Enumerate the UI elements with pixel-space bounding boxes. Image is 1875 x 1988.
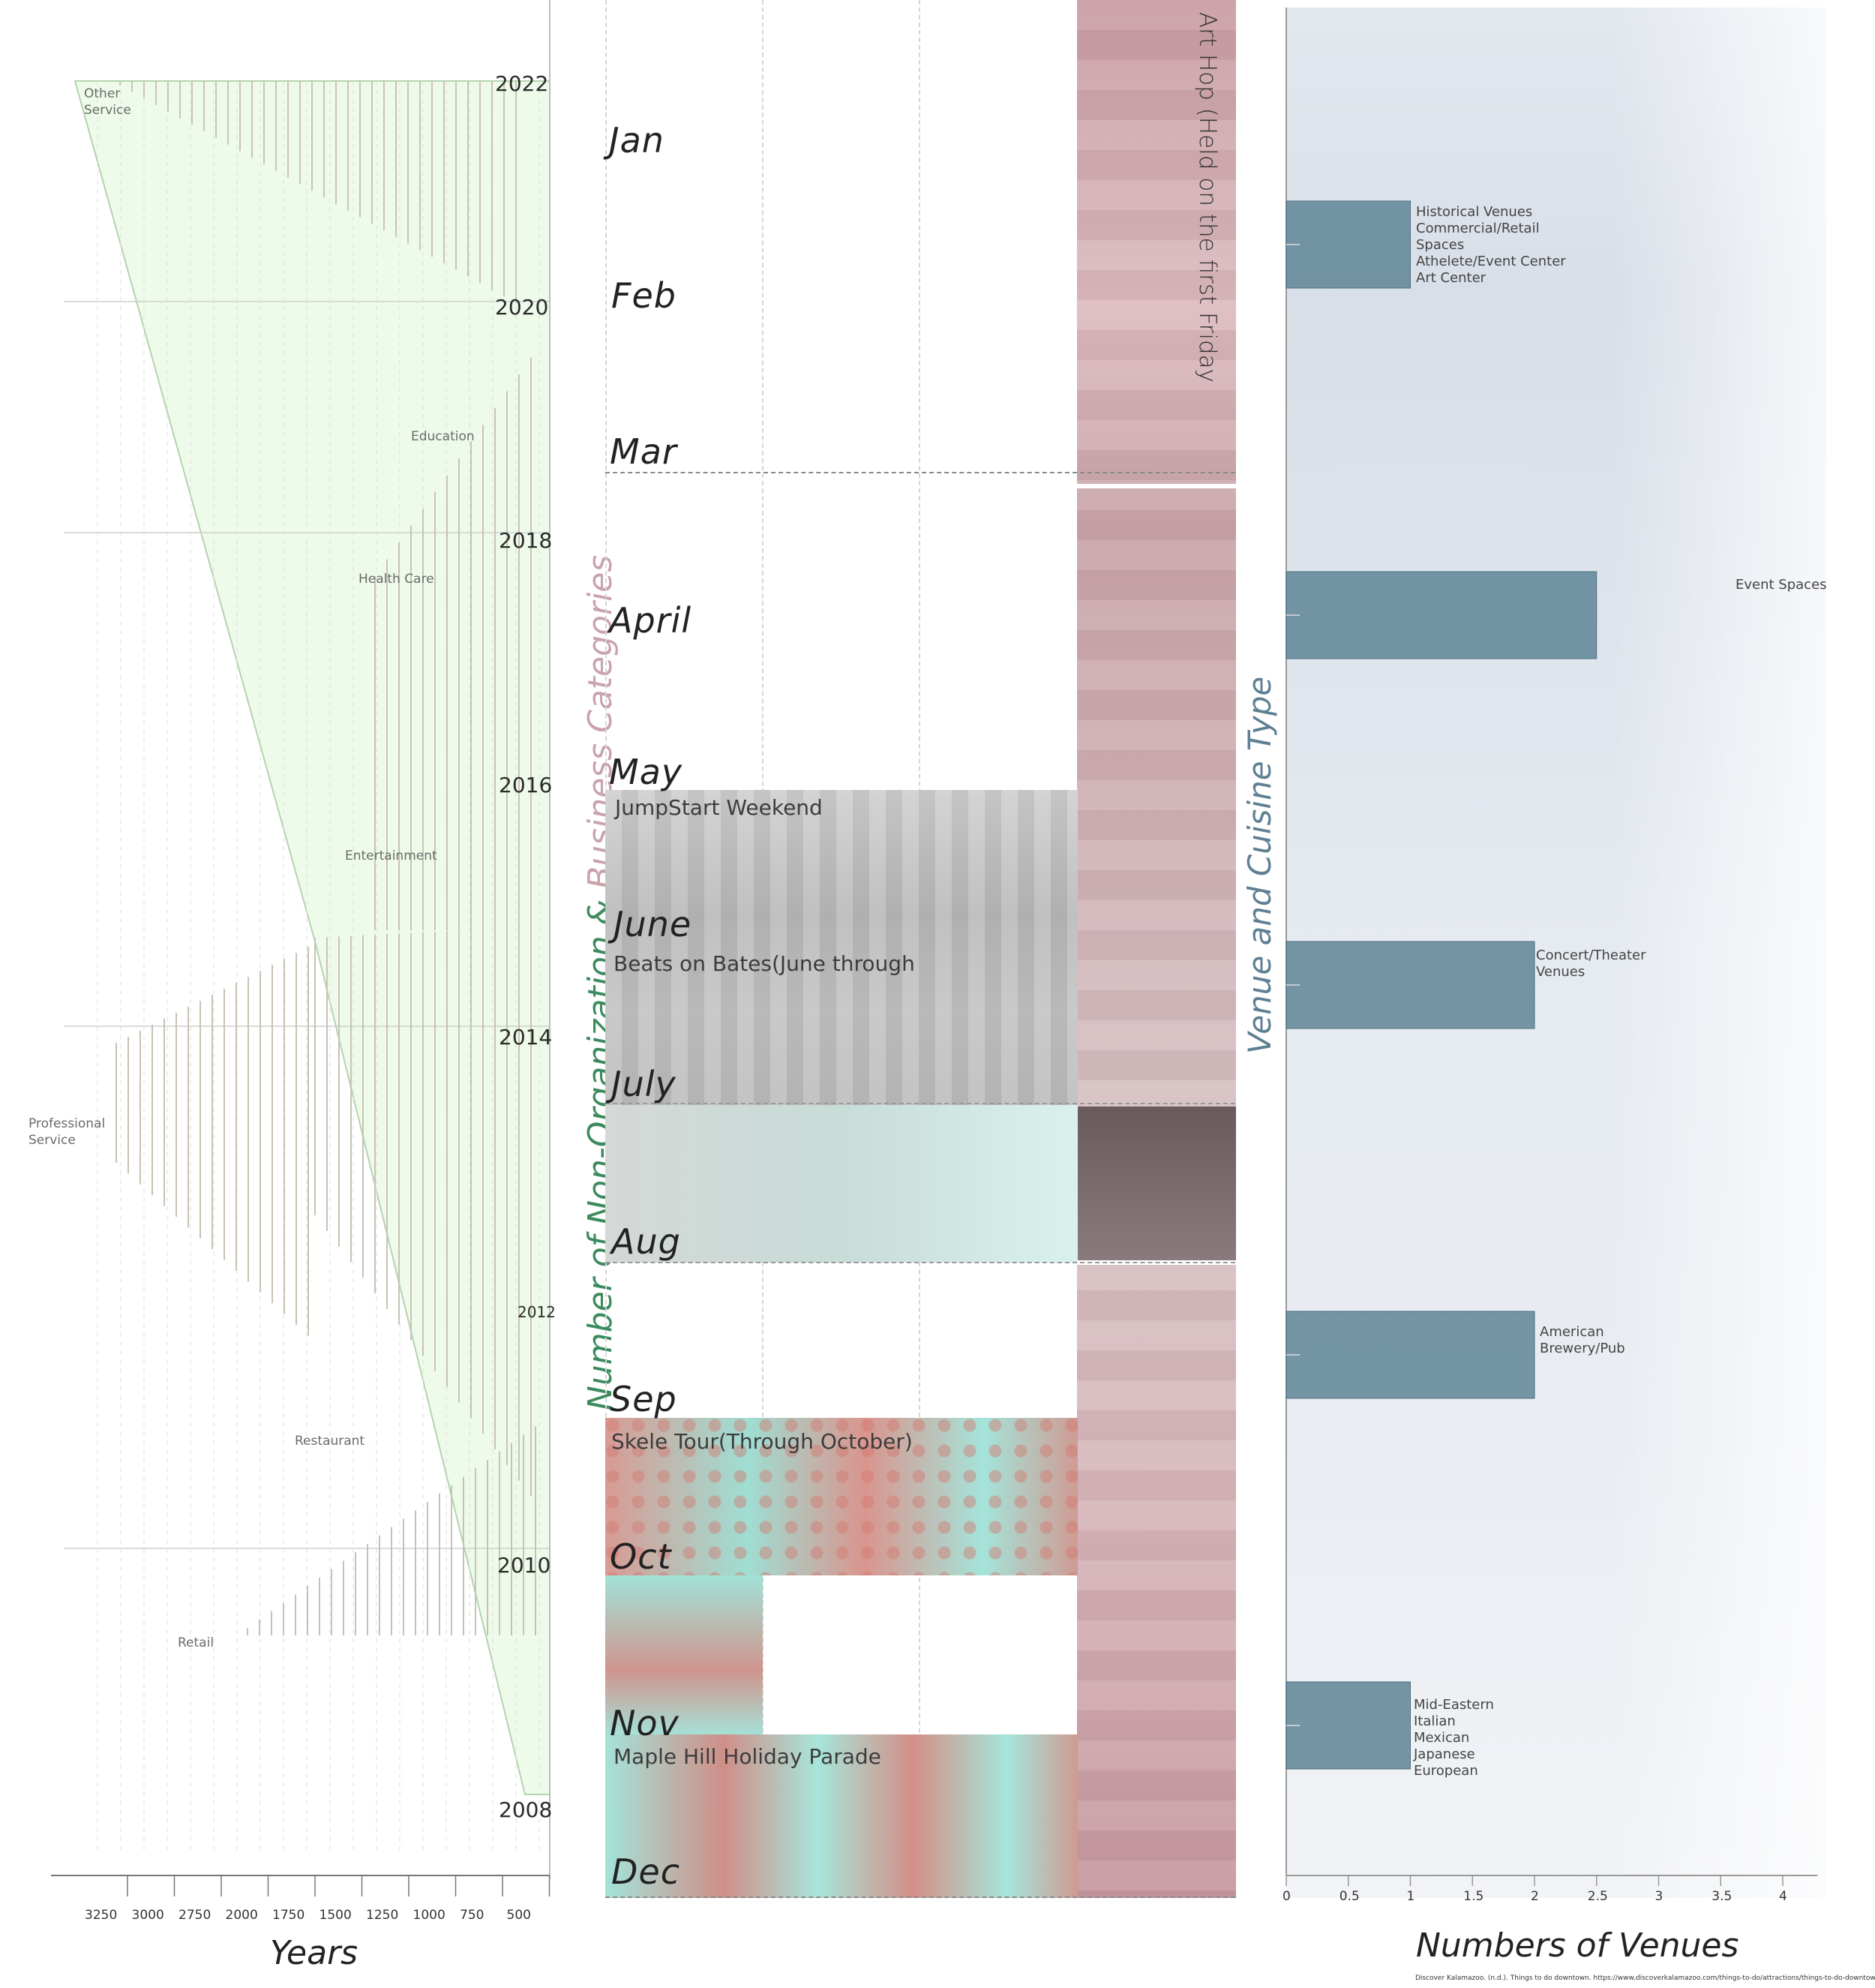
category-label-entertainment: Entertainment: [345, 848, 437, 863]
category-label-restaurant: Restaurant: [295, 1434, 365, 1449]
venue-x-tick-label: 3.5: [1712, 1889, 1732, 1904]
category-label-education: Education: [411, 429, 475, 444]
bar-label-american: American Brewery/Pub: [1540, 1324, 1625, 1356]
photo-fade: [1612, 8, 1875, 1898]
event-skele-label: Skele Tour(Through October): [611, 1429, 913, 1454]
year-label-2012: 2012: [518, 1303, 556, 1321]
x-tick-label: 3000: [131, 1908, 164, 1923]
bar-label-cuisine: Mid-Eastern Italian Mexican Japanese Europea…: [1414, 1697, 1494, 1779]
skele-tour-photo-texture: [605, 1418, 1078, 1575]
month-jan: Jan: [609, 120, 664, 161]
venue-x-tick-label: 2.5: [1587, 1889, 1608, 1904]
jumpstart-photo-texture: [605, 790, 1078, 1105]
month-aug: Aug: [611, 1221, 681, 1262]
venue-x-tick-label: 2: [1531, 1889, 1539, 1904]
nov-event-band: [605, 1575, 763, 1734]
month-may: May: [609, 752, 683, 792]
event-beats-label: Beats on Bates(June through: [614, 951, 915, 976]
category-label-professional-service: Professional Service: [28, 1116, 106, 1148]
x-axis-title-years: Years: [270, 1934, 358, 1972]
month-july: July: [611, 1064, 676, 1104]
x-tick-label: 1500: [319, 1908, 352, 1923]
stream-area-fill: [74, 80, 550, 1795]
separator-mar: [605, 472, 1235, 473]
month-oct: Oct: [610, 1536, 672, 1577]
x-tick-label: 1000: [412, 1908, 446, 1923]
venue-bar: [1286, 1311, 1535, 1399]
venue-chart-title: Venue and Cuisine Type: [1241, 676, 1278, 1054]
month-june: June: [614, 904, 692, 944]
aug-event-band: [605, 1105, 1078, 1263]
x-tick-label: 750: [460, 1908, 484, 1923]
year-label-2022: 2022: [495, 71, 549, 96]
art-hop-photo-texture: [1077, 0, 1236, 1898]
venue-x-axis-title: Numbers of Venues: [1416, 1926, 1739, 1965]
year-label-2008: 2008: [499, 1797, 553, 1822]
separator-july: [605, 1103, 1235, 1104]
category-label-other-service: Other Service: [84, 86, 131, 118]
bar-label-event-spaces: Event Spaces: [1736, 577, 1827, 593]
venue-x-tick-label: 1: [1406, 1889, 1415, 1904]
venue-bar-chart: [1286, 8, 1818, 1886]
venue-x-tick-label: 1.5: [1463, 1889, 1484, 1904]
venue-bar: [1286, 1681, 1411, 1770]
art-hop-event-band: [1077, 0, 1236, 1898]
year-label-2018: 2018: [499, 528, 553, 553]
x-tick-label: 2750: [178, 1908, 212, 1923]
x-tick-label: 1250: [366, 1908, 399, 1923]
category-label-retail: Retail: [178, 1635, 214, 1650]
venue-x-tick-label: 3: [1654, 1889, 1664, 1904]
x-tick-label: 2000: [225, 1908, 258, 1923]
month-dec: Dec: [611, 1851, 681, 1892]
month-nov: Nov: [610, 1703, 680, 1743]
event-jumpstart-label: JumpStart Weekend: [615, 795, 823, 820]
year-label-2010: 2010: [497, 1553, 551, 1578]
venue-x-tick-label: 0: [1282, 1889, 1291, 1904]
art-hop-gap: [1077, 484, 1236, 488]
separator-aug: [605, 1262, 1235, 1263]
year-label-2014: 2014: [499, 1025, 553, 1050]
venue-bar: [1286, 571, 1598, 659]
bar-label-historical: Historical Venues Commercial/Retail Spaces…: [1416, 204, 1566, 286]
skele-tour-event-band: [605, 1418, 1078, 1575]
separator-dec: [605, 1896, 1235, 1898]
month-april: April: [609, 600, 692, 641]
venue-bar: [1286, 941, 1535, 1029]
stream-area-chart: [51, 0, 550, 1896]
month-mar: Mar: [610, 431, 677, 472]
month-sep: Sep: [610, 1379, 677, 1419]
bar-label-concert: Concert/Theater Venues: [1536, 947, 1646, 980]
jumpstart-event-band: [605, 790, 1078, 1105]
venue-bar: [1286, 200, 1411, 289]
year-label-2016: 2016: [499, 773, 553, 797]
venue-x-tick-label: 4: [1779, 1889, 1787, 1904]
year-label-2020: 2020: [495, 295, 549, 320]
event-maple-label: Maple Hill Holiday Parade: [614, 1744, 881, 1769]
month-feb: Feb: [611, 275, 676, 316]
category-label-health-care: Health Care: [358, 572, 434, 587]
art-hop-label: Art Hop (Held on the first Friday: [1194, 12, 1221, 383]
art-hop-dark-photo: [1077, 1107, 1236, 1260]
venue-x-tick-label: 0.5: [1339, 1889, 1360, 1904]
x-tick-label: 1750: [272, 1908, 305, 1923]
maple-hill-event-band: [605, 1734, 1078, 1898]
x-tick-label: 500: [506, 1908, 531, 1923]
footnote-citation: Discover Kalamazoo. (n.d.). Things to do…: [1415, 1974, 1875, 1982]
x-tick-label: 3250: [85, 1908, 118, 1923]
